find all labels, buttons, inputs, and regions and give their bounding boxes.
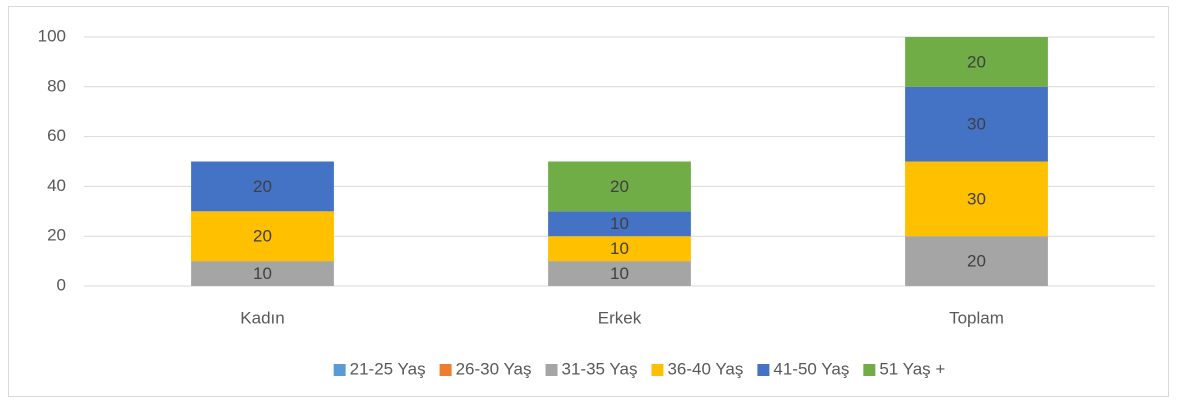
data-label: 10 [610, 264, 629, 283]
data-label: 10 [610, 239, 629, 258]
data-label: 20 [967, 252, 986, 271]
bar-segment [548, 161, 691, 212]
bar-segment [905, 86, 1048, 162]
data-label: 30 [967, 189, 986, 208]
data-label: 20 [253, 177, 272, 196]
x-tick-label: Kadın [240, 308, 284, 327]
legend-swatch [651, 364, 664, 376]
legend-label: 41-50 Yaş [773, 359, 849, 378]
bar-segment [548, 211, 691, 237]
y-tick-label: 0 [57, 275, 66, 294]
legend-swatch [757, 364, 770, 376]
y-tick-label: 40 [47, 176, 66, 195]
legend-swatch [333, 364, 346, 376]
legend-label: 36-40 Yaş [667, 359, 743, 378]
data-label: 20 [967, 52, 986, 71]
data-label: 10 [610, 214, 629, 233]
bar-segment [191, 261, 334, 286]
y-tick-label: 60 [47, 126, 66, 145]
legend-swatch [439, 364, 452, 376]
legend-label: 21-25 Yaş [350, 359, 426, 378]
bar-segment [905, 161, 1048, 237]
x-tick-label: Toplam [949, 308, 1004, 327]
bar-segment [548, 236, 691, 262]
legend-label: 26-30 Yaş [456, 359, 532, 378]
legend-label: 31-35 Yaş [562, 359, 638, 378]
bar-segment [191, 161, 334, 212]
y-tick-label: 80 [47, 76, 66, 95]
bar-segment [191, 211, 334, 262]
data-label: 20 [610, 177, 629, 196]
bar-segment [905, 236, 1048, 286]
legend-label: 51 Yaş + [879, 359, 945, 378]
data-label: 30 [967, 115, 986, 134]
data-label: 20 [253, 227, 272, 246]
legend-swatch [545, 364, 558, 376]
y-tick-label: 100 [38, 26, 66, 45]
x-tick-label: Erkek [598, 308, 642, 327]
y-tick-label: 20 [47, 226, 66, 245]
bar-segment [905, 37, 1048, 87]
legend-swatch [863, 364, 876, 376]
data-label: 10 [253, 264, 272, 283]
bar-segment [548, 261, 691, 286]
